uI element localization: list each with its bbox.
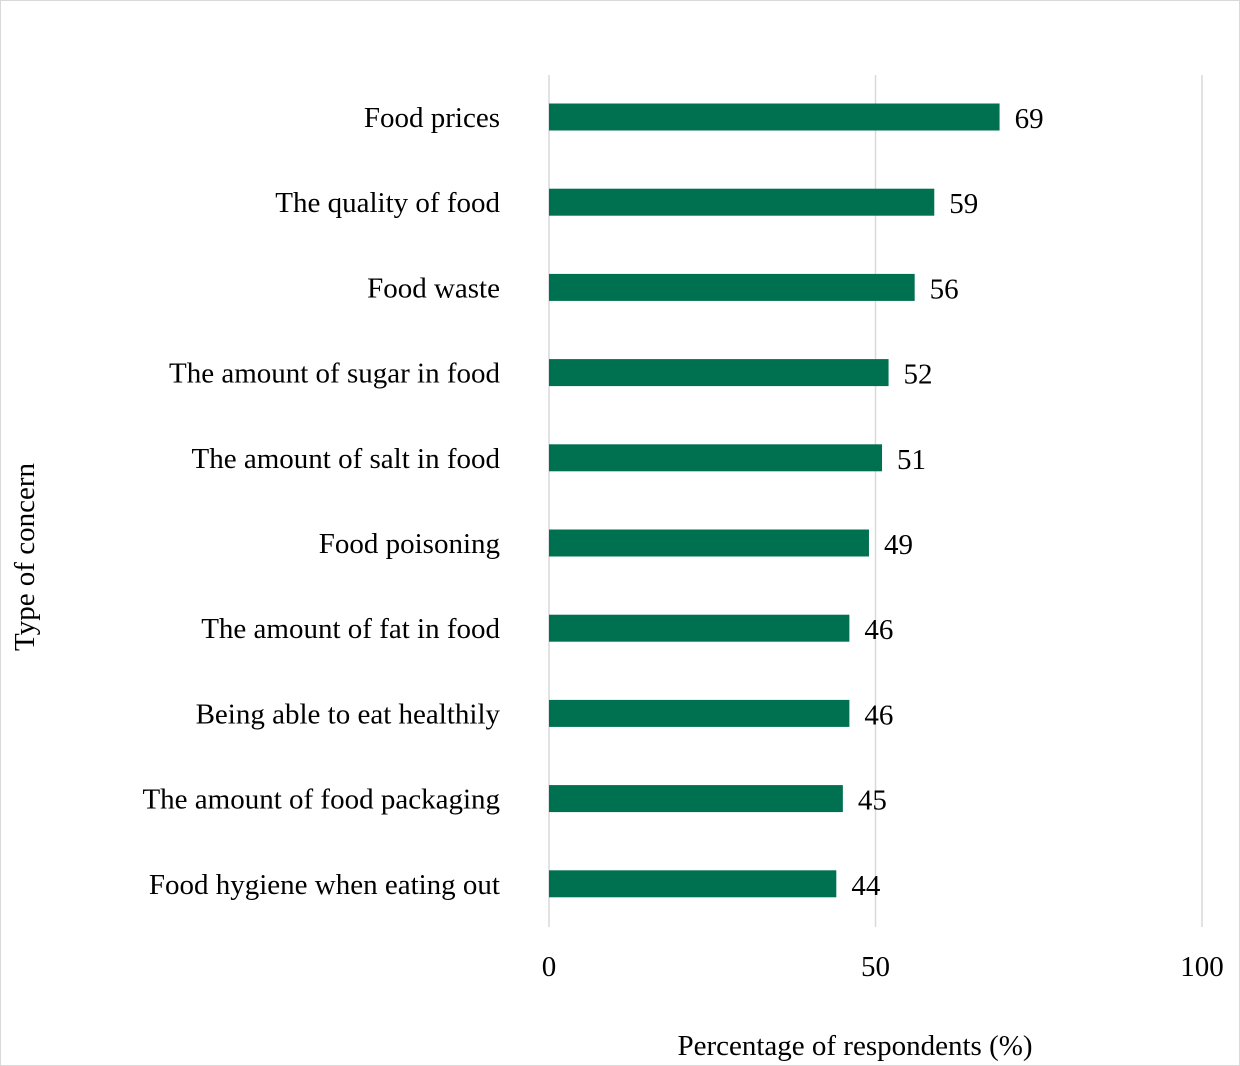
category-label-being-able-to-eat-healthily: Being able to eat healthily xyxy=(196,698,501,730)
x-tick-label-50: 50 xyxy=(861,951,890,983)
gridlines xyxy=(548,75,1203,927)
bar-the-amount-of-sugar-in-food xyxy=(549,359,889,387)
category-label-the-amount-of-fat-in-food: The amount of fat in food xyxy=(201,613,500,645)
x-tick-label-0: 0 xyxy=(542,951,557,983)
data-label-the-amount-of-fat-in-food: 46 xyxy=(864,614,893,646)
data-label-food-prices: 69 xyxy=(1015,103,1044,135)
category-labels: Food prices The quality of food Food waste… xyxy=(142,102,500,901)
bar-being-able-to-eat-healthily xyxy=(549,699,850,727)
data-label-food-poisoning: 49 xyxy=(884,529,913,561)
category-label-the-amount-of-salt-in-food: The amount of salt in food xyxy=(192,443,501,475)
x-tick-labels: 0 50 100 xyxy=(542,951,1224,983)
bar-the-amount-of-food-packaging xyxy=(549,785,843,813)
bar-food-poisoning xyxy=(549,529,869,557)
data-label-food-hygiene-when-eating-out: 44 xyxy=(851,870,881,902)
x-axis-title: Percentage of respondents (%) xyxy=(677,1030,1032,1062)
category-label-the-quality-of-food: The quality of food xyxy=(275,187,500,219)
x-tick-label-100: 100 xyxy=(1180,951,1224,983)
bars xyxy=(549,103,1000,898)
category-label-food-waste: Food waste xyxy=(367,272,500,304)
y-axis-title: Type of concern xyxy=(9,463,41,651)
category-label-the-amount-of-sugar-in-food: The amount of sugar in food xyxy=(169,358,501,390)
data-label-being-able-to-eat-healthily: 46 xyxy=(864,699,893,731)
bar-the-amount-of-fat-in-food xyxy=(549,614,850,642)
data-label-the-amount-of-salt-in-food: 51 xyxy=(897,444,926,476)
bar-the-amount-of-salt-in-food xyxy=(549,444,883,472)
data-label-food-waste: 56 xyxy=(930,273,959,305)
bar-the-quality-of-food xyxy=(549,188,935,216)
bar-food-prices xyxy=(549,103,1000,131)
category-label-food-hygiene-when-eating-out: Food hygiene when eating out xyxy=(149,869,500,901)
data-label-the-quality-of-food: 59 xyxy=(949,188,978,220)
category-label-food-poisoning: Food poisoning xyxy=(319,528,500,560)
data-labels: 69 59 56 52 51 49 46 46 45 44 xyxy=(851,103,1043,902)
bar-food-hygiene-when-eating-out xyxy=(549,870,837,898)
category-label-the-amount-of-food-packaging: The amount of food packaging xyxy=(142,784,500,816)
bar-food-waste xyxy=(549,273,915,301)
data-label-the-amount-of-sugar-in-food: 52 xyxy=(904,359,933,391)
category-label-food-prices: Food prices xyxy=(364,102,500,134)
data-label-the-amount-of-food-packaging: 45 xyxy=(858,785,887,817)
